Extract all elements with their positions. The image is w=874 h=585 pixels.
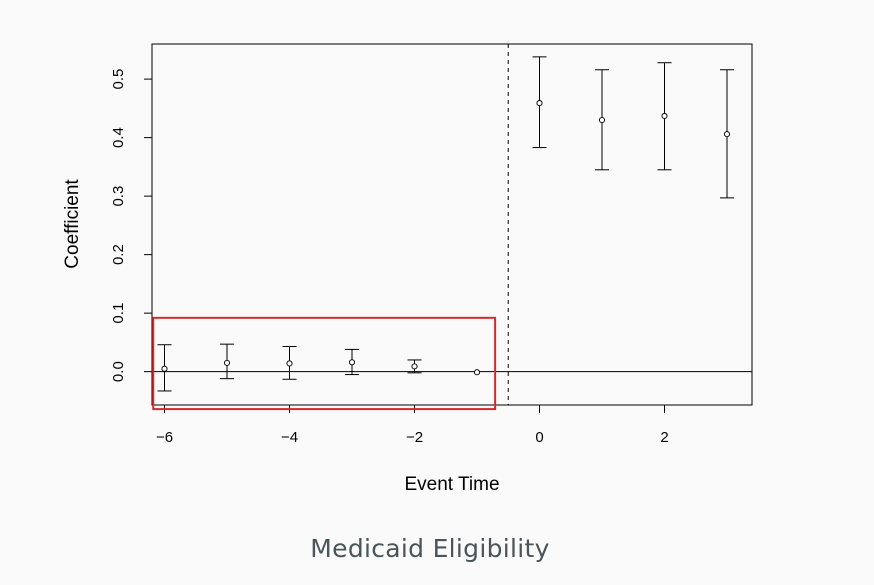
coefficient-point [411, 363, 418, 370]
y-tick-label: 0.0 [110, 361, 127, 382]
x-tick-label: 2 [660, 429, 668, 446]
highlight-layer [152, 316, 497, 411]
event-study-plot: −6 −4 −2 0 2 0.0 0.1 0.2 0.3 0.4 0.5 Event Time C… [62, 43, 753, 495]
coefficient-point [661, 112, 668, 120]
x-tick-label: −4 [281, 429, 298, 446]
coefficient-point [348, 359, 356, 366]
y-axis: 0.0 0.1 0.2 0.3 0.4 0.5 [110, 69, 153, 382]
y-tick-label: 0.1 [110, 303, 127, 324]
y-tick-label: 0.3 [110, 186, 127, 207]
x-axis-label: Event Time [404, 474, 499, 495]
coefficient-point [223, 359, 231, 366]
coefficient-point [286, 360, 293, 367]
coefficient-point [598, 117, 606, 124]
x-tick-label: −6 [156, 429, 173, 446]
x-tick-label: −2 [406, 429, 423, 446]
coefficient-point [161, 365, 168, 372]
coefficient-series [157, 56, 734, 392]
plot-frame [151, 43, 753, 406]
figure-caption: Medicaid Eligibility [310, 534, 550, 563]
reference-lines [152, 44, 752, 405]
y-tick-label: 0.2 [110, 244, 127, 265]
pre-period-highlight-box [152, 316, 497, 411]
coefficient-point [723, 131, 731, 138]
x-axis: −6 −4 −2 0 2 [156, 404, 669, 446]
y-tick-label: 0.4 [110, 127, 127, 148]
y-tick-label: 0.5 [110, 69, 127, 90]
y-axis-label: Coefficient [62, 179, 83, 269]
x-tick-label: 0 [535, 429, 543, 446]
coefficient-point [473, 369, 481, 376]
coefficient-point [536, 100, 543, 107]
